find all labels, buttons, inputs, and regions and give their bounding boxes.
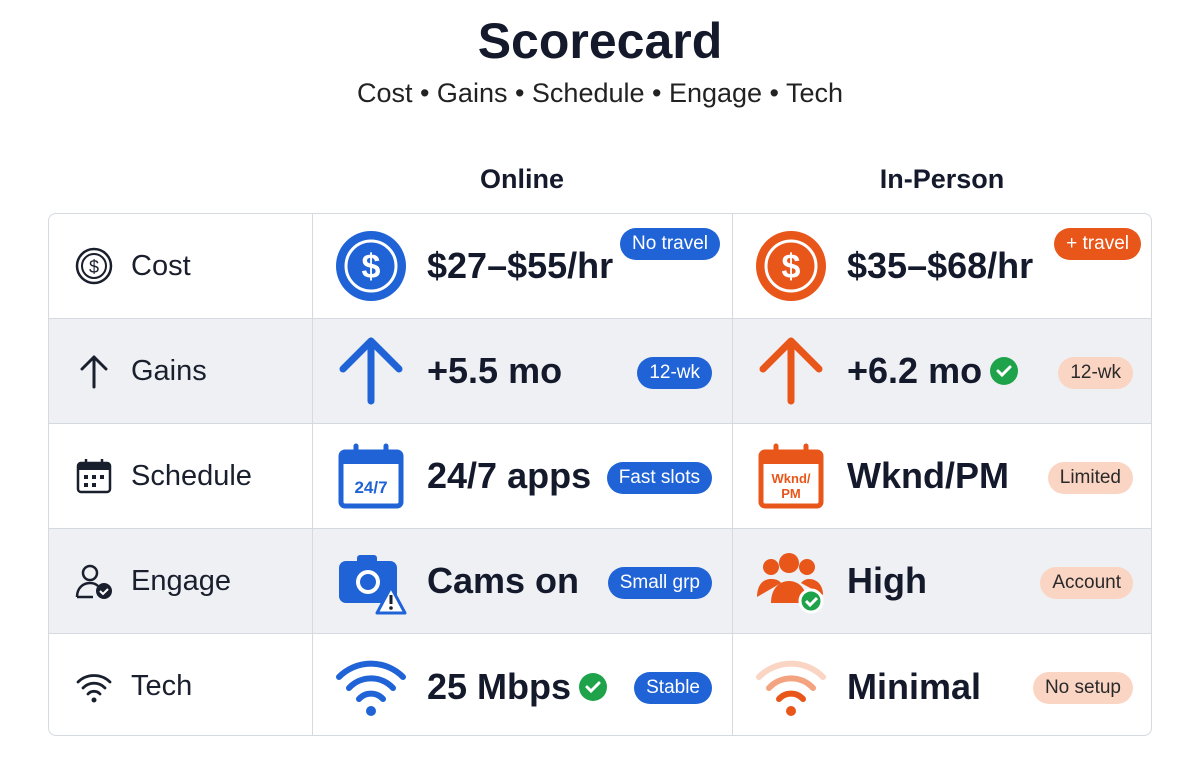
online-engage-value: Cams on <box>427 560 580 601</box>
online-gains-value: +5.5 mo <box>427 350 563 391</box>
in-person-gains-badge: 12-wk <box>1058 357 1133 389</box>
scorecard-table: $ Cost $ $27–$55/hr No travel $ $35–$68/… <box>48 213 1152 736</box>
group-check-icon <box>755 545 827 617</box>
svg-text:Wknd/: Wknd/ <box>772 471 811 486</box>
in-person-tech-badge: No setup <box>1032 672 1133 704</box>
in-person-engage-badge: Account <box>1040 567 1133 599</box>
column-header-online: Online <box>479 164 564 194</box>
arrow-up-icon <box>71 348 117 394</box>
arrow-up-icon <box>335 335 407 407</box>
table-row-gains: Gains +5.5 mo 12-wk +6.2 mo 12-wk <box>49 319 1151 424</box>
row-label: Gains <box>131 354 207 387</box>
in-person-engage-value: High <box>847 560 927 601</box>
row-label: Engage <box>131 564 231 597</box>
svg-text:$: $ <box>362 248 381 286</box>
online-gains-badge: 12-wk <box>637 357 712 389</box>
calendar-icon: Wknd/PM <box>755 440 827 512</box>
dollar-coin-icon: $ <box>755 230 827 302</box>
calendar-icon <box>71 453 117 499</box>
wifi-icon <box>71 664 117 710</box>
table-row-cost: $ Cost $ $27–$55/hr No travel $ $35–$68/… <box>49 214 1151 319</box>
user-check-icon <box>71 558 117 604</box>
calendar-icon: 24/7 <box>335 440 407 512</box>
in-person-cost-badge: + travel <box>1054 228 1141 260</box>
in-person-schedule-badge: Limited <box>1047 462 1133 494</box>
row-label: Tech <box>131 670 193 702</box>
table-row-tech: Tech 25 Mbps Stable Minimal No setup <box>49 634 1151 735</box>
check-icon <box>990 357 1019 385</box>
page-title: Scorecard <box>477 13 723 69</box>
column-header-in-person: In-Person <box>879 164 1005 194</box>
svg-text:24/7: 24/7 <box>354 478 387 497</box>
row-label: Cost <box>131 249 191 282</box>
online-tech-value: 25 Mbps <box>427 665 572 707</box>
in-person-cost-value: $35–$68/hr <box>847 245 1034 286</box>
table-row-engage: Engage Cams on Small grp High Account <box>49 529 1151 634</box>
svg-text:$: $ <box>782 248 801 286</box>
dollar-coin-icon: $ <box>335 230 407 302</box>
svg-text:$: $ <box>89 257 99 277</box>
in-person-tech-value: Minimal <box>847 665 982 707</box>
online-schedule-value: 24/7 apps <box>427 455 592 496</box>
online-tech-badge: Stable <box>634 672 712 704</box>
table-row-schedule: Schedule 24/7 24/7 apps Fast slots Wknd/… <box>49 424 1151 529</box>
wifi-icon <box>755 651 827 723</box>
camera-warning-icon <box>335 545 407 617</box>
check-icon <box>579 672 608 701</box>
in-person-schedule-value: Wknd/PM <box>847 455 1009 496</box>
online-schedule-badge: Fast slots <box>606 462 712 494</box>
page-subtitle: Cost • Gains • Schedule • Engage • Tech <box>356 78 844 108</box>
arrow-up-icon <box>755 335 827 407</box>
online-cost-badge: No travel <box>619 228 720 260</box>
svg-text:PM: PM <box>781 486 801 501</box>
in-person-gains-value: +6.2 mo <box>847 350 983 391</box>
dollar-coin-icon: $ <box>71 243 117 289</box>
online-cost-value: $27–$55/hr <box>427 245 614 286</box>
row-label: Schedule <box>131 459 252 492</box>
wifi-icon <box>335 651 407 723</box>
online-engage-badge: Small grp <box>607 567 712 599</box>
